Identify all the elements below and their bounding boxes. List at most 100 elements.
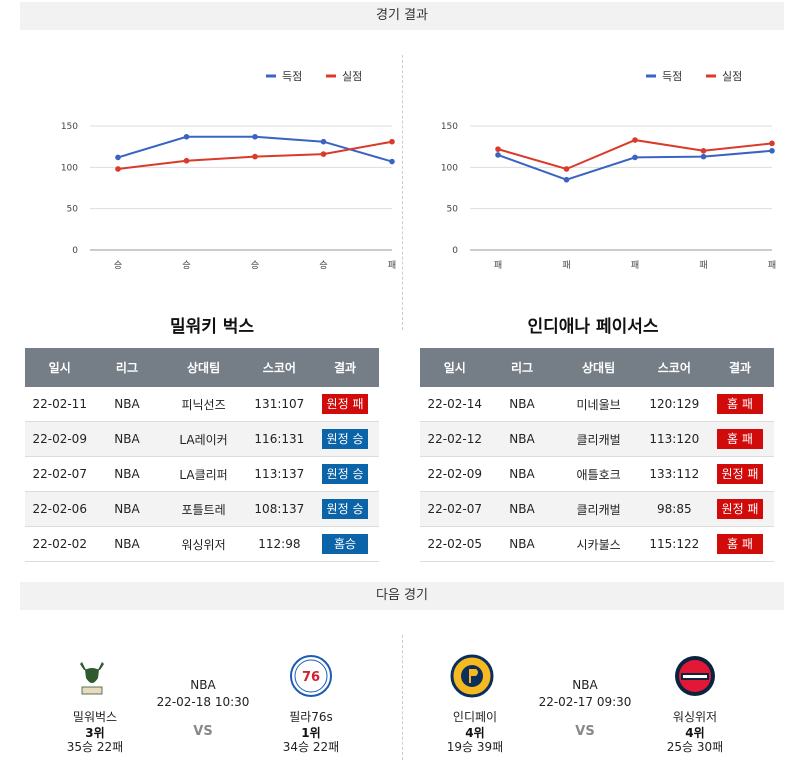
- next-game-league: NBA: [572, 678, 598, 692]
- next-game-left[interactable]: 밀워벅스 3위 35승 22패 NBA 22-02-18 10:30 VS 76…: [40, 640, 400, 780]
- row-league: NBA: [489, 456, 555, 492]
- table-row: 22-02-06 NBA 포틀트레 108:137 원정 승: [25, 491, 379, 527]
- result-badge: 원정 패: [322, 394, 369, 414]
- row-score: 113:137: [247, 456, 312, 492]
- next-game-right[interactable]: 인디페이 4위 19승 39패 NBA 22-02-17 09:30 VS 워싱…: [420, 640, 780, 780]
- legend-label: 실점: [342, 70, 362, 83]
- data-point: [252, 153, 258, 160]
- x-tick-label: 패: [494, 260, 502, 271]
- table-row: 22-02-05 NBA 시카불스 115:122 홈 패: [420, 526, 774, 562]
- data-point: [495, 146, 501, 152]
- table-row: 22-02-07 NBA LA클리퍼 113:137 원정 승: [25, 456, 379, 492]
- row-opponent: 애틀호크: [554, 456, 643, 492]
- row-result: 원정 패: [311, 387, 379, 422]
- x-tick-label: 패: [631, 260, 639, 271]
- row-result: 홈 패: [706, 526, 774, 562]
- x-tick-label: 승: [182, 260, 190, 271]
- y-tick-label: 100: [441, 163, 458, 173]
- 76ers-logo: 76: [290, 655, 332, 697]
- team-title-right: 인디애나 페이서스: [527, 317, 659, 337]
- row-league: NBA: [489, 387, 555, 422]
- table-row: 22-02-09 NBA LA레이커 116:131 원정 승: [25, 421, 379, 457]
- away-team-record: 34승 22패: [282, 740, 340, 754]
- team-title-left: 밀워키 벅스: [169, 317, 255, 337]
- chart-right: 0 50 100 150 패 패 패 패 패 득점 실점: [420, 60, 780, 300]
- y-tick-label: 150: [441, 122, 458, 132]
- table-row: 22-02-02 NBA 워싱위저 112:98 홈승: [25, 526, 379, 562]
- row-date: 22-02-05: [420, 526, 490, 562]
- vs-label: VS: [575, 724, 595, 739]
- row-date: 22-02-02: [25, 526, 95, 562]
- wizards-logo: [675, 656, 715, 696]
- result-badge: 원정 승: [322, 499, 369, 519]
- data-point: [632, 137, 638, 143]
- row-opponent: 피닉선즈: [159, 387, 248, 422]
- y-tick-label: 0: [452, 246, 458, 256]
- table-row: 22-02-11 NBA 피닉선즈 131:107 원정 패: [25, 387, 379, 422]
- y-tick-label: 50: [67, 205, 79, 215]
- home-team-record: 19승 39패: [446, 740, 504, 754]
- row-result: 원정 승: [311, 491, 379, 527]
- home-team-record: 35승 22패: [66, 740, 124, 754]
- pacers-logo: [450, 654, 494, 698]
- row-result: 홈 패: [706, 421, 774, 457]
- row-date: 22-02-12: [420, 421, 490, 457]
- legend-label: 실점: [722, 70, 742, 83]
- row-opponent: 미네울브: [554, 387, 643, 422]
- row-result: 원정 승: [311, 421, 379, 457]
- result-badge: 홈 패: [717, 394, 763, 414]
- svg-text:76: 76: [302, 670, 320, 685]
- row-score: 98:85: [642, 491, 706, 527]
- row-league: NBA: [94, 421, 160, 457]
- result-badge: 원정 패: [717, 464, 763, 484]
- row-result: 홈 패: [706, 387, 774, 422]
- row-score: 115:122: [642, 526, 706, 562]
- result-badge: 홈승: [322, 534, 369, 554]
- header-league: 리그: [489, 348, 555, 387]
- y-tick-label: 150: [61, 122, 78, 132]
- row-date: 22-02-06: [25, 491, 95, 527]
- row-score: 116:131: [247, 421, 312, 457]
- home-team-name: 인디페이: [452, 710, 498, 724]
- away-team-name: 워싱위저: [672, 710, 718, 724]
- x-tick-label: 패: [768, 260, 776, 271]
- row-date: 22-02-09: [25, 421, 95, 457]
- row-result: 원정 패: [706, 491, 774, 527]
- row-opponent: 클리캐벌: [554, 421, 643, 457]
- row-league: NBA: [489, 421, 555, 457]
- data-point: [700, 148, 707, 154]
- row-opponent: 시카불스: [554, 526, 643, 562]
- table-row: 22-02-07 NBA 클리캐벌 98:85 원정 패: [420, 491, 774, 527]
- row-score: 113:120: [642, 421, 706, 457]
- result-badge: 원정 승: [322, 464, 369, 484]
- home-team-name: 밀워벅스: [72, 710, 118, 724]
- line-chart-indiana: 0 50 100 150 패 패 패 패 패 득점 실점: [441, 70, 776, 271]
- data-point: [389, 158, 395, 165]
- row-score: 112:98: [247, 526, 312, 562]
- data-point: [320, 138, 327, 145]
- next-game-datetime: 22-02-17 09:30: [538, 695, 632, 709]
- x-tick-label: 승: [319, 260, 327, 271]
- header-opponent: 상대팀: [554, 348, 643, 387]
- row-score: 133:112: [642, 456, 706, 492]
- row-league: NBA: [94, 387, 160, 422]
- header-result: 결과: [706, 348, 774, 387]
- row-opponent: 포틀트레: [159, 491, 248, 527]
- next-divider: [402, 635, 403, 760]
- table-row: 22-02-12 NBA 클리캐벌 113:120 홈 패: [420, 421, 774, 457]
- row-date: 22-02-07: [420, 491, 490, 527]
- result-badge: 홈 패: [717, 534, 763, 554]
- x-tick-label: 패: [562, 260, 570, 271]
- y-tick-label: 0: [72, 246, 78, 256]
- x-tick-label: 패: [699, 260, 707, 271]
- row-result: 원정 승: [311, 456, 379, 492]
- data-point: [563, 176, 570, 183]
- y-tick-label: 50: [447, 205, 459, 215]
- table-header-row: 일시 리그 상대팀 스코어 결과: [420, 348, 774, 387]
- row-league: NBA: [489, 526, 555, 562]
- data-point: [632, 154, 638, 161]
- away-team-rank: 4위: [685, 726, 705, 740]
- legend-label: 득점: [662, 70, 682, 83]
- row-score: 131:107: [247, 387, 312, 422]
- result-badge: 홈 패: [717, 429, 763, 449]
